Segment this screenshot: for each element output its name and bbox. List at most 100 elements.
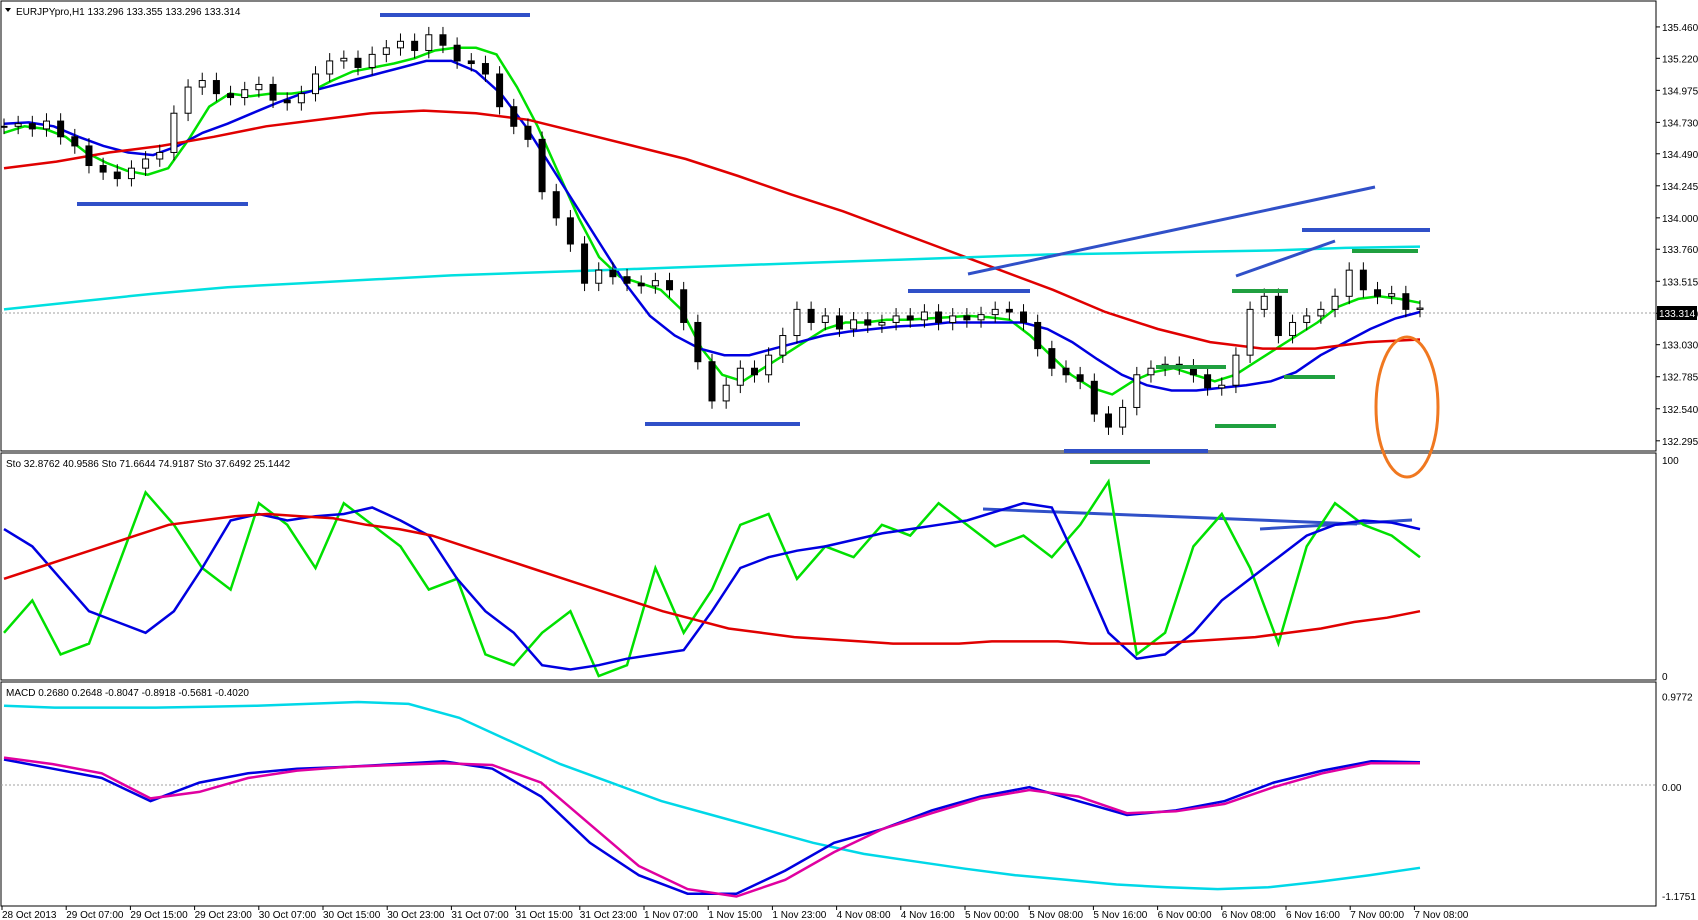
macd-lines [3,700,1421,898]
series-line [3,700,1421,891]
time-tick-label: 4 Nov 16:00 [901,910,955,920]
stochastic-divergence-line[interactable] [982,507,1358,526]
candle [807,301,815,331]
candle [312,66,320,102]
time-tick-label: 4 Nov 08:00 [837,910,891,920]
candle [1005,301,1013,320]
candle [14,115,22,135]
price-tick-label: 134.730 [1662,118,1698,129]
candle [864,312,872,333]
candle [382,40,390,63]
candle [1402,285,1410,318]
price-tick-label: 133.030 [1662,341,1698,352]
candle [850,312,858,337]
stochastic-panel[interactable] [0,452,1657,681]
trend-line[interactable] [1235,239,1336,278]
candle [736,360,744,394]
candle [949,308,957,331]
time-tick-label: 30 Oct 07:00 [259,910,317,920]
candle [467,53,475,72]
current-price-box [1657,306,1697,320]
candle [255,76,263,98]
time-tick-label: 30 Oct 23:00 [387,910,445,920]
time-tick-label: 5 Nov 00:00 [965,910,1019,920]
candle [1359,262,1367,298]
candle [935,304,943,331]
macd-panel[interactable] [0,681,1657,907]
candle [1034,314,1042,357]
price-panel[interactable] [0,0,1657,452]
candle [85,138,93,174]
candle [1232,347,1240,394]
candle [481,55,489,82]
candle [326,53,334,82]
candle [57,113,65,145]
candle [71,128,79,154]
candle [1345,262,1353,305]
highlight-ellipse[interactable] [1374,335,1440,479]
candle [425,26,433,59]
time-tick-label: 29 Oct 15:00 [130,910,188,920]
time-tick-label: 29 Oct 23:00 [195,910,253,920]
time-tick-label: 28 Oct 2013 [2,910,57,920]
candle [1218,377,1226,396]
candle [977,306,985,328]
candle [694,314,702,370]
stochastic-lines [3,478,1421,678]
candle [28,115,36,137]
candle [906,308,914,328]
candle [1020,304,1028,331]
candle [453,37,461,69]
macd-panel-header: MACD 0.2680 0.2648 -0.8047 -0.8918 -0.56… [6,688,249,699]
series-line [3,478,1421,678]
stochastic-tick-label: 0 [1662,672,1668,683]
candle [991,301,999,323]
candle [1331,288,1339,318]
price-tick-label: 133.515 [1662,277,1698,288]
candle [198,72,206,95]
time-tick-label: 1 Nov 15:00 [708,910,762,920]
candle [297,85,305,111]
trend-line[interactable] [967,185,1376,276]
candle [1274,288,1282,344]
candle [42,113,50,137]
price-tick-label: 134.975 [1662,86,1698,97]
candle [595,262,603,292]
stochastic-panel-header: Sto 32.8762 40.9586 Sto 71.6644 74.9187 … [6,459,291,470]
series-line [3,512,1421,645]
candle [396,33,404,56]
candle [878,314,886,333]
macd-tick-label: -1.1751 [1662,892,1696,903]
time-tick-label: 31 Oct 15:00 [516,910,574,920]
time-tick-label: 7 Nov 08:00 [1414,910,1468,920]
current-price-label: 133.314 [1659,309,1696,320]
candle [566,210,574,252]
macd-tick-label: 0.00 [1662,783,1682,794]
candle [184,79,192,122]
candle [538,131,546,200]
candle [779,327,787,363]
candle [651,272,659,294]
price-tick-label: 135.220 [1662,54,1698,65]
candle [170,105,178,161]
price-tick-label: 134.000 [1662,214,1698,225]
candle [1204,366,1212,396]
candle [623,268,631,292]
dropdown-triangle-icon[interactable] [5,8,11,12]
candle [1289,314,1297,344]
candle [496,66,504,115]
candle [609,262,617,285]
candle [722,377,730,409]
candle [793,301,801,344]
time-tick-label: 6 Nov 16:00 [1286,910,1340,920]
series-line [3,59,1421,392]
stochastic-tick-label: 100 [1662,456,1679,467]
candle [1076,366,1084,390]
candle [156,144,164,167]
series-line [3,756,1420,898]
candle [227,85,235,106]
time-tick-label: 5 Nov 16:00 [1093,910,1147,920]
time-tick-label: 6 Nov 00:00 [1158,910,1212,920]
candle [283,92,291,111]
candle [340,50,348,69]
